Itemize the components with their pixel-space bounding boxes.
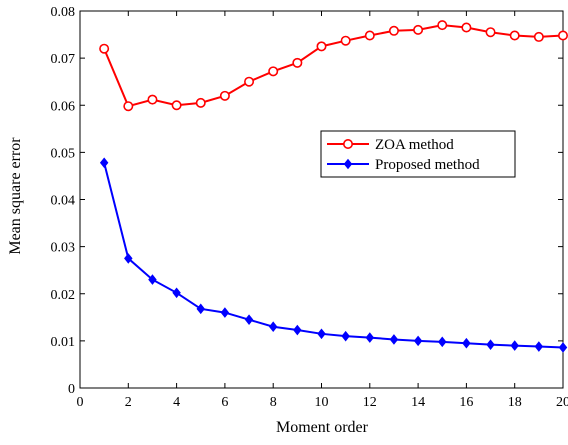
data-point xyxy=(390,27,398,35)
data-point xyxy=(172,101,180,109)
data-point xyxy=(486,28,494,36)
x-tick-label: 14 xyxy=(411,395,425,410)
data-point xyxy=(100,45,108,53)
legend: ZOA method Proposed method xyxy=(321,131,515,177)
data-point xyxy=(148,95,156,103)
x-tick-label: 2 xyxy=(125,395,132,410)
x-axis-label: Moment order xyxy=(276,419,369,436)
legend-label: ZOA method xyxy=(375,137,454,153)
data-point xyxy=(462,23,470,31)
y-tick-label: 0.07 xyxy=(51,52,76,67)
data-point xyxy=(511,31,519,39)
data-point xyxy=(269,67,277,75)
y-tick-label: 0.05 xyxy=(51,146,76,161)
x-tick-label: 10 xyxy=(315,395,329,410)
x-tick-label: 0 xyxy=(77,395,84,410)
data-point xyxy=(197,99,205,107)
legend-label: Proposed method xyxy=(375,157,480,173)
data-point xyxy=(535,33,543,41)
y-tick-label: 0.06 xyxy=(51,99,76,114)
x-tick-label: 4 xyxy=(173,395,180,410)
y-tick-label: 0.04 xyxy=(51,194,76,209)
y-tick-label: 0 xyxy=(68,382,75,397)
data-point xyxy=(366,31,374,39)
x-tick-label: 8 xyxy=(270,395,277,410)
data-point xyxy=(293,59,301,67)
x-tick-label: 12 xyxy=(363,395,377,410)
y-tick-label: 0.01 xyxy=(51,335,76,350)
y-axis-label: Mean square error xyxy=(7,137,24,255)
x-tick-label: 18 xyxy=(508,395,522,410)
x-tick-label: 6 xyxy=(221,395,228,410)
y-tick-label: 0.02 xyxy=(51,288,76,303)
x-tick-label: 16 xyxy=(459,395,473,410)
data-point xyxy=(245,77,253,85)
data-point xyxy=(124,102,132,110)
data-point xyxy=(341,36,349,44)
data-point xyxy=(317,42,325,50)
legend-marker xyxy=(344,140,352,148)
data-point xyxy=(221,92,229,100)
data-point xyxy=(414,26,422,34)
y-tick-label: 0.03 xyxy=(51,241,76,256)
data-point xyxy=(438,21,446,29)
data-point xyxy=(559,31,567,39)
y-tick-label: 0.08 xyxy=(51,5,76,20)
x-tick-label: 20 xyxy=(556,395,568,410)
